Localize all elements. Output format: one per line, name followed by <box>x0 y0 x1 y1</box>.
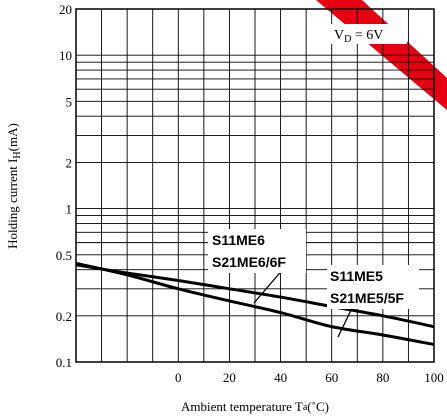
y-tick-label: 10 <box>59 48 72 63</box>
curves <box>75 261 435 346</box>
condition-sub: D <box>344 34 351 45</box>
y-axis-label: Holding current I <box>5 159 20 249</box>
y-tick-labels: 0.1 0.2 0.5 1 2 5 10 20 <box>56 2 72 370</box>
x-axis-title: Ambient temperature Ta(˚C) <box>181 399 329 414</box>
x-tick-labels: 0 20 40 60 80 100 <box>175 370 444 385</box>
label-s21me6: S21ME6/6F <box>212 254 286 270</box>
y-tick-label: 1 <box>66 202 73 217</box>
x-axis-sub: a <box>303 402 308 413</box>
condition-label: VD = 6V <box>329 24 407 45</box>
x-tick-label: 60 <box>325 370 338 385</box>
label-s11me5: S11ME5 <box>330 268 383 284</box>
x-axis-label: Ambient temperature T <box>181 399 303 414</box>
y-tick-label: 5 <box>66 94 73 109</box>
x-tick-label: 80 <box>376 370 389 385</box>
y-axis-sub: H <box>12 151 23 158</box>
svg-text:VD = 6V: VD = 6V <box>334 28 383 45</box>
curve-series-2 <box>75 261 435 346</box>
grid-lines <box>76 9 434 362</box>
label-s21me5: S21ME5/5F <box>330 290 404 306</box>
y-tick-label: 0.1 <box>56 355 72 370</box>
y-tick-label: 0.5 <box>56 248 72 263</box>
y-axis-title: Holding current IH(mA) <box>5 123 23 249</box>
label-s11me6: S11ME6 <box>212 232 265 248</box>
curve-series-1 <box>75 263 435 329</box>
label-s11me6-group: S11ME6 S21ME6/6F <box>208 229 306 273</box>
condition-value: = 6V <box>351 28 383 43</box>
y-tick-label: 0.2 <box>56 309 72 324</box>
x-axis-unit: (˚C) <box>307 399 329 414</box>
label-s11me5-group: S11ME5 S21ME5/5F <box>327 265 419 309</box>
x-tick-label: 20 <box>223 370 236 385</box>
x-tick-label: 100 <box>424 370 444 385</box>
x-tick-label: 0 <box>175 370 182 385</box>
condition-symbol: V <box>334 28 344 43</box>
y-tick-label: 20 <box>59 2 72 17</box>
y-tick-label: 2 <box>66 155 73 170</box>
plot-frame <box>75 8 435 363</box>
y-axis-unit: (mA) <box>5 123 20 151</box>
x-tick-label: 40 <box>274 370 287 385</box>
